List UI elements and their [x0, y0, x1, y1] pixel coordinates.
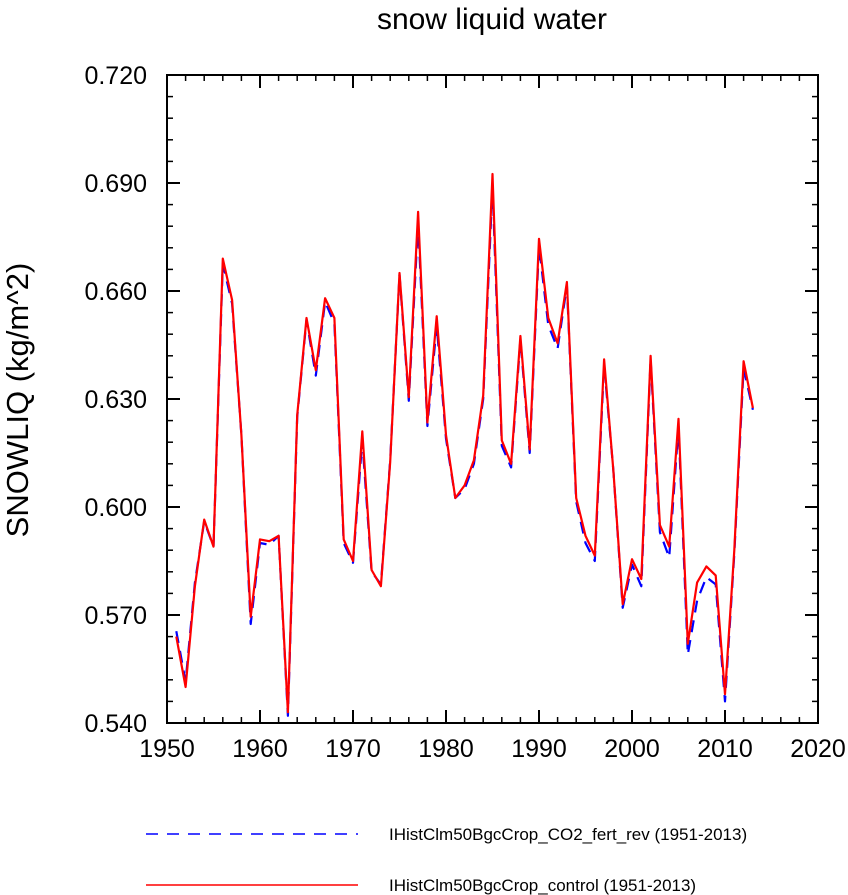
x-tick-label: 1960	[232, 735, 288, 763]
y-tick-label: 0.630	[84, 386, 147, 414]
y-tick-label: 0.600	[84, 494, 147, 522]
series-line-1	[175, 185, 754, 717]
chart-title: snow liquid water	[377, 3, 607, 36]
y-tick-label: 0.690	[84, 170, 147, 198]
x-tick-label: 1990	[511, 735, 567, 763]
x-tick-label: 1970	[325, 735, 381, 763]
legend-label-2: IHistClm50BgcCrop_control (1951-2013)	[389, 876, 696, 895]
x-tick-label: 2010	[697, 735, 753, 763]
legend: IHistClm50BgcCrop_CO2_fert_rev (1951-201…	[146, 825, 747, 895]
x-tick-label: 2020	[790, 735, 846, 763]
y-axis-label: SNOWLIQ (kg/m^2)	[0, 263, 35, 538]
y-tick-label: 0.570	[84, 602, 147, 630]
x-tick-label: 1950	[139, 735, 195, 763]
series-line-2	[175, 172, 754, 714]
plot-area: 1950 1960 1970 1980 1990 2000 2010 2020 0.540 0.5…	[84, 62, 845, 763]
x-tick-label: 1980	[418, 735, 474, 763]
x-tick-label: 2000	[604, 735, 660, 763]
y-tick-label: 0.540	[84, 710, 147, 738]
y-tick-label: 0.720	[84, 62, 147, 90]
legend-label-1: IHistClm50BgcCrop_CO2_fert_rev (1951-201…	[389, 825, 747, 844]
y-tick-label: 0.660	[84, 278, 147, 306]
